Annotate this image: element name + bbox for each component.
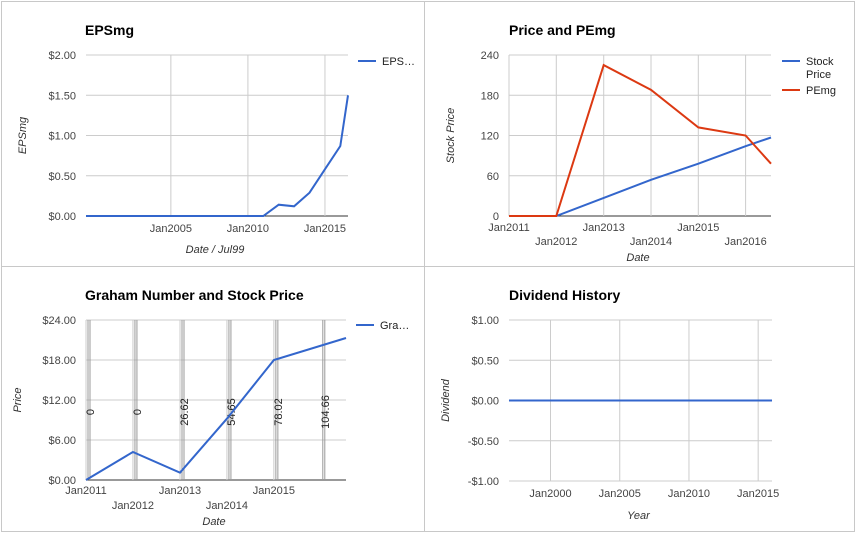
graham-chart: Graham Number and Stock Price$0.00$6.00$…: [2, 267, 424, 531]
x-tick-label: Jan2016: [724, 236, 766, 248]
dividend-chart: Dividend History -$1.00 -$0.50 $0.00 $0.50 $1…: [425, 267, 854, 531]
legend-label: Price: [806, 69, 831, 81]
y-axis-label: EPSmg: [17, 116, 29, 154]
x-axis-label: Year: [627, 510, 651, 522]
y-tick-label: $24.00: [42, 315, 76, 327]
y-tick-label: -$0.50: [468, 436, 499, 448]
chart-title: Price and PEmg: [509, 22, 616, 38]
annotation-label: 0: [85, 409, 97, 415]
legend-label: Gra…: [380, 320, 409, 332]
chart-panel-graham: Graham Number and Stock Price$0.00$6.00$…: [1, 266, 425, 532]
annotation-label: 78.02: [273, 398, 285, 426]
x-tick-label: Jan2005: [599, 488, 641, 500]
x-tick-label: Jan2014: [206, 500, 248, 512]
y-tick-label: $18.00: [42, 355, 76, 367]
series-line: [86, 95, 348, 216]
x-tick-label: Jan2012: [112, 500, 154, 512]
x-tick-label: Jan2011: [65, 485, 106, 497]
y-tick-label: $12.00: [42, 395, 76, 407]
eps-chart: EPSmg $0.00 $0.50 $1.00 $1.50 $2.00 Jan2005 Jan…: [2, 2, 424, 266]
y-tick-label: $6.00: [48, 435, 76, 447]
y-axis-label: Dividend: [440, 378, 452, 422]
annotation-label: 0: [132, 409, 144, 415]
y-tick-label: 180: [481, 90, 499, 102]
y-tick-label: -$1.00: [468, 476, 499, 488]
y-tick-label: $0.00: [48, 211, 76, 223]
x-tick-label: Jan2005: [150, 223, 192, 235]
x-tick-label: Jan2013: [583, 222, 625, 234]
y-tick-label: 60: [487, 171, 499, 183]
x-tick-label: Jan2010: [227, 223, 269, 235]
x-tick-label: Jan2015: [304, 223, 346, 235]
y-tick-label: $1.00: [48, 131, 76, 143]
chart-title: EPSmg: [85, 22, 134, 38]
x-tick-label: Jan2011: [488, 222, 529, 234]
y-tick-label: $0.00: [471, 396, 499, 408]
series-line: [509, 138, 771, 217]
x-tick-label: Jan2014: [630, 236, 672, 248]
legend-label: PEmg: [806, 85, 836, 97]
y-tick-label: $0.50: [471, 355, 499, 367]
x-tick-label: Jan2015: [253, 485, 295, 497]
y-tick-label: $0.50: [48, 171, 76, 183]
x-tick-label: Jan2012: [535, 236, 577, 248]
y-tick-label: $1.00: [471, 315, 499, 327]
annotation-label: 104.66: [320, 395, 332, 429]
x-axis-label: Date / Jul99: [186, 244, 245, 256]
y-axis-label: Price: [12, 387, 24, 412]
chart-panel-dividend: Dividend History -$1.00 -$0.50 $0.00 $0.50 $1…: [424, 266, 855, 532]
x-axis-label: Date: [626, 252, 649, 264]
y-tick-label: 240: [481, 50, 499, 62]
y-tick-label: $2.00: [48, 50, 76, 62]
x-tick-label: Jan2010: [668, 488, 710, 500]
x-axis-label: Date: [202, 516, 225, 528]
x-tick-label: Jan2013: [159, 485, 201, 497]
chart-panel-eps: EPSmg $0.00 $0.50 $1.00 $1.50 $2.00 Jan2005 Jan…: [1, 1, 425, 267]
y-tick-label: 120: [481, 131, 499, 143]
x-tick-label: Jan2000: [529, 488, 571, 500]
series-line: [86, 338, 346, 480]
legend-label: Stock: [806, 56, 834, 68]
series-line: [509, 65, 771, 216]
chart-title: Graham Number and Stock Price: [85, 287, 304, 303]
annotation-label: 26.62: [179, 398, 191, 426]
x-tick-label: Jan2015: [737, 488, 779, 500]
x-tick-label: Jan2015: [677, 222, 719, 234]
y-axis-label: Stock Price: [445, 108, 457, 164]
y-tick-label: $1.50: [48, 90, 76, 102]
price-pe-chart: Price and PEmg060120180240Jan2011Jan2012…: [425, 2, 854, 266]
legend-label: EPS…: [382, 56, 415, 68]
chart-title: Dividend History: [509, 287, 620, 303]
